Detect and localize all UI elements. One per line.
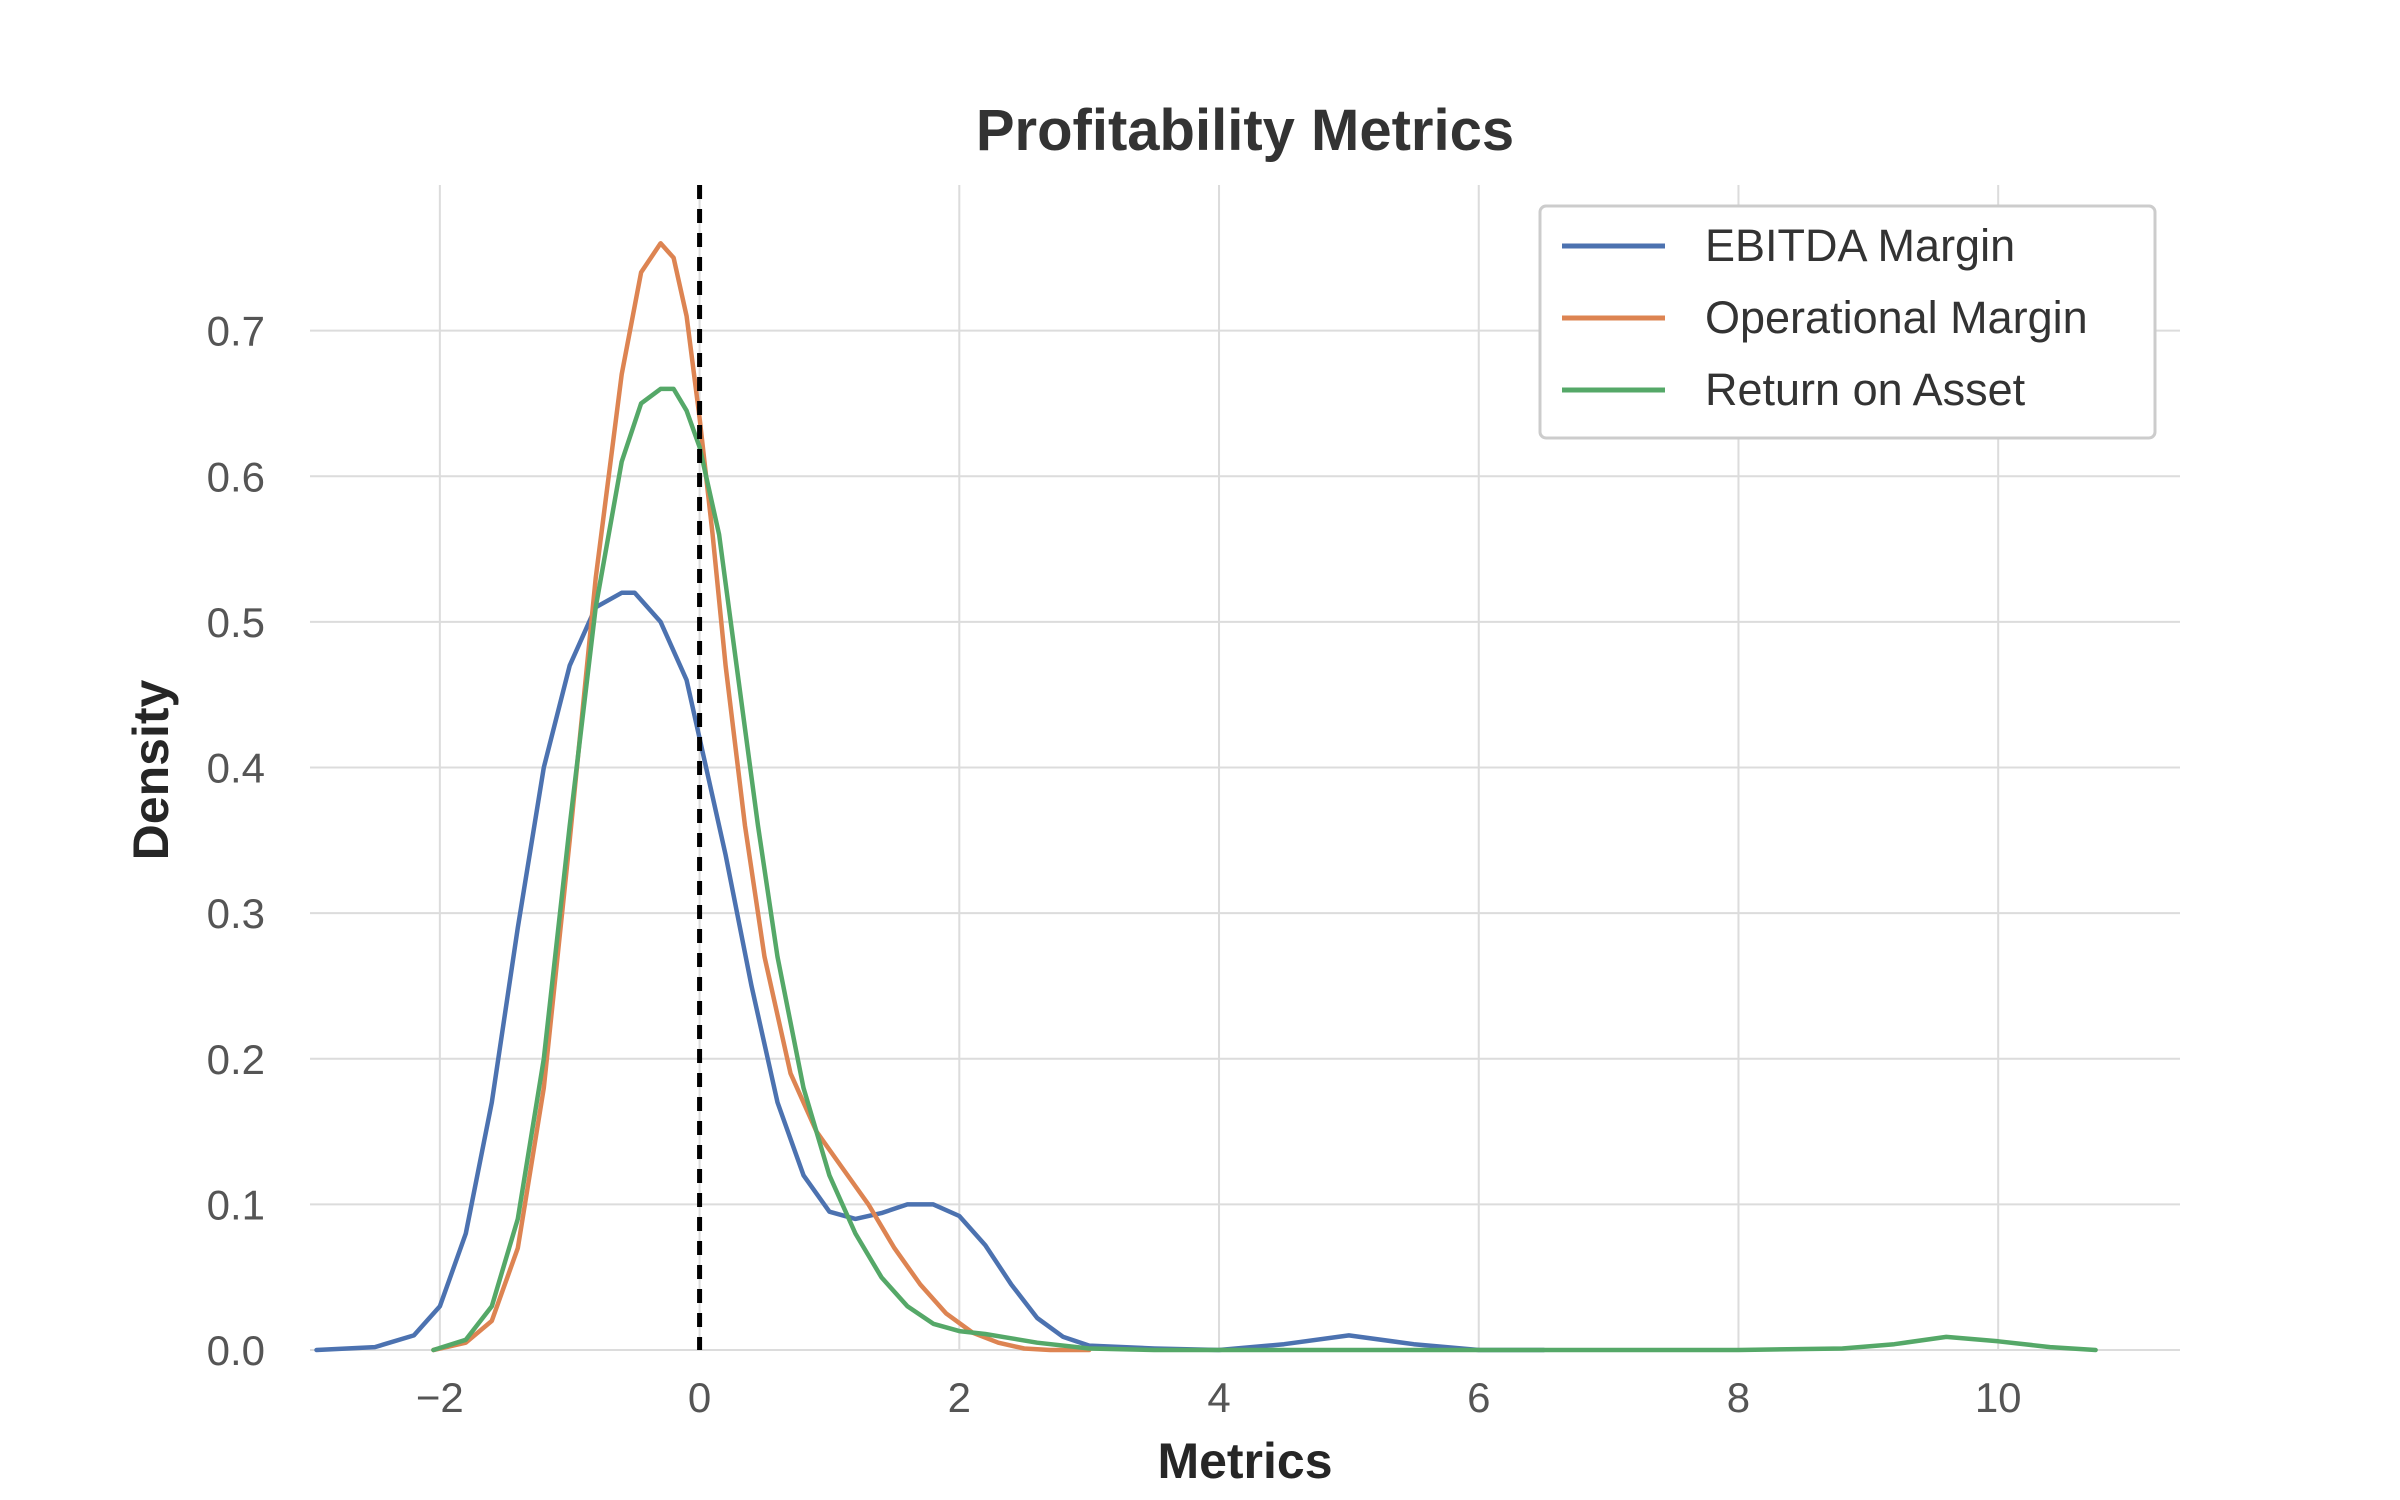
legend-label: Operational Margin [1705, 292, 2088, 343]
x-axis-ticks: −2 0 2 4 6 8 10 [416, 1374, 2022, 1421]
y-tick-label: 0.6 [207, 453, 265, 500]
x-tick-label: −2 [416, 1374, 464, 1421]
x-tick-label: 0 [688, 1374, 711, 1421]
legend: EBITDA Margin Operational Margin Return on… [1538, 204, 2157, 440]
x-tick-label: 6 [1467, 1374, 1490, 1421]
legend-frame [1538, 204, 2157, 440]
legend-label: Return on Asset [1705, 364, 2026, 415]
y-tick-label: 0.2 [207, 1036, 265, 1083]
x-axis-label: Metrics [1157, 1433, 1332, 1489]
y-tick-label: 0.1 [207, 1181, 265, 1228]
y-tick-label: 0.7 [207, 308, 265, 355]
x-tick-label: 2 [948, 1374, 971, 1421]
x-tick-label: 10 [1975, 1374, 2022, 1421]
x-tick-label: 4 [1207, 1374, 1230, 1421]
y-axis-label: Density [123, 680, 179, 861]
y-tick-label: 0.3 [207, 890, 265, 937]
x-tick-label: 8 [1727, 1374, 1750, 1421]
grid [310, 185, 2180, 1351]
y-tick-label: 0.0 [207, 1327, 265, 1374]
legend-items: EBITDA Margin Operational Margin Return on… [1562, 220, 2088, 415]
chart-title: Profitability Metrics [976, 98, 1514, 163]
y-tick-label: 0.5 [207, 599, 265, 646]
y-axis-ticks: 0.0 0.1 0.2 0.3 0.4 0.5 0.6 0.7 [207, 308, 265, 1374]
legend-label: EBITDA Margin [1705, 220, 2015, 271]
y-tick-label: 0.4 [207, 745, 265, 792]
series-layer [314, 241, 2098, 1353]
series-line-2 [431, 386, 2098, 1353]
